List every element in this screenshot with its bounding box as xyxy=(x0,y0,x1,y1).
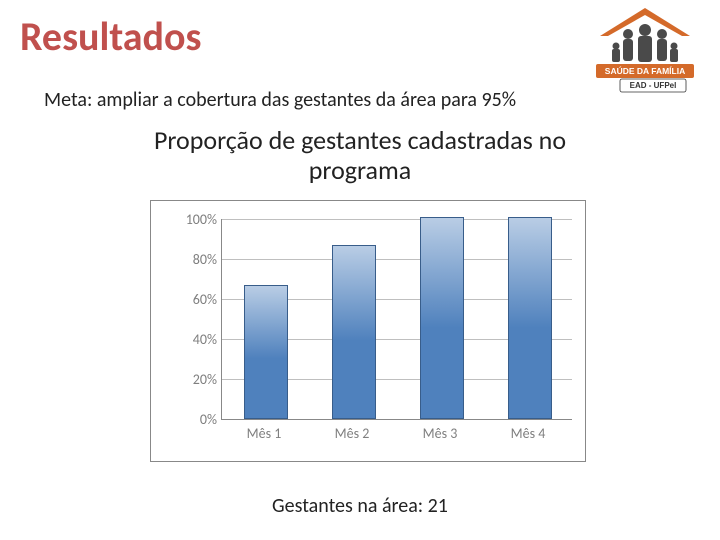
meta-text: Meta: ampliar a cobertura das gestantes … xyxy=(44,88,516,112)
bar-fill xyxy=(508,217,552,419)
footer-text: Gestantes na área: 21 xyxy=(0,494,720,518)
bar xyxy=(332,247,374,419)
bar-fill xyxy=(420,217,464,419)
y-tick-label: 20% xyxy=(161,371,217,388)
x-tick-label: Mês 1 xyxy=(224,425,304,442)
bar xyxy=(244,287,286,419)
y-tick-label: 40% xyxy=(161,331,217,348)
logo: SAÚDE DA FAMÍLIA EAD - UFPel xyxy=(590,6,700,94)
y-tick-label: 60% xyxy=(161,291,217,308)
bar-fill xyxy=(332,245,376,419)
chart-title: Proporção de gestantes cadastradas no pr… xyxy=(0,126,720,186)
y-tick-label: 80% xyxy=(161,251,217,268)
plot-area xyxy=(221,219,572,420)
x-tick-label: Mês 4 xyxy=(488,425,568,442)
chart-title-line1: Proporção de gestantes cadastradas no xyxy=(154,124,566,156)
bar xyxy=(420,219,462,419)
bar-chart: 0% 20% 40% 60% 80% 100% Mês 1 Mês 2 Mês 3 Mês 4 xyxy=(150,200,586,462)
svg-text:SAÚDE DA FAMÍLIA: SAÚDE DA FAMÍLIA xyxy=(605,65,685,76)
x-tick-label: Mês 2 xyxy=(312,425,392,442)
bar xyxy=(508,219,550,419)
y-tick-label: 100% xyxy=(161,211,217,228)
x-tick-label: Mês 3 xyxy=(400,425,480,442)
bar-fill xyxy=(244,285,288,419)
chart-title-line2: programa xyxy=(309,154,411,186)
y-tick-label: 0% xyxy=(161,411,217,428)
svg-text:EAD - UFPel: EAD - UFPel xyxy=(630,81,677,90)
page-title: Resultados xyxy=(20,12,201,61)
